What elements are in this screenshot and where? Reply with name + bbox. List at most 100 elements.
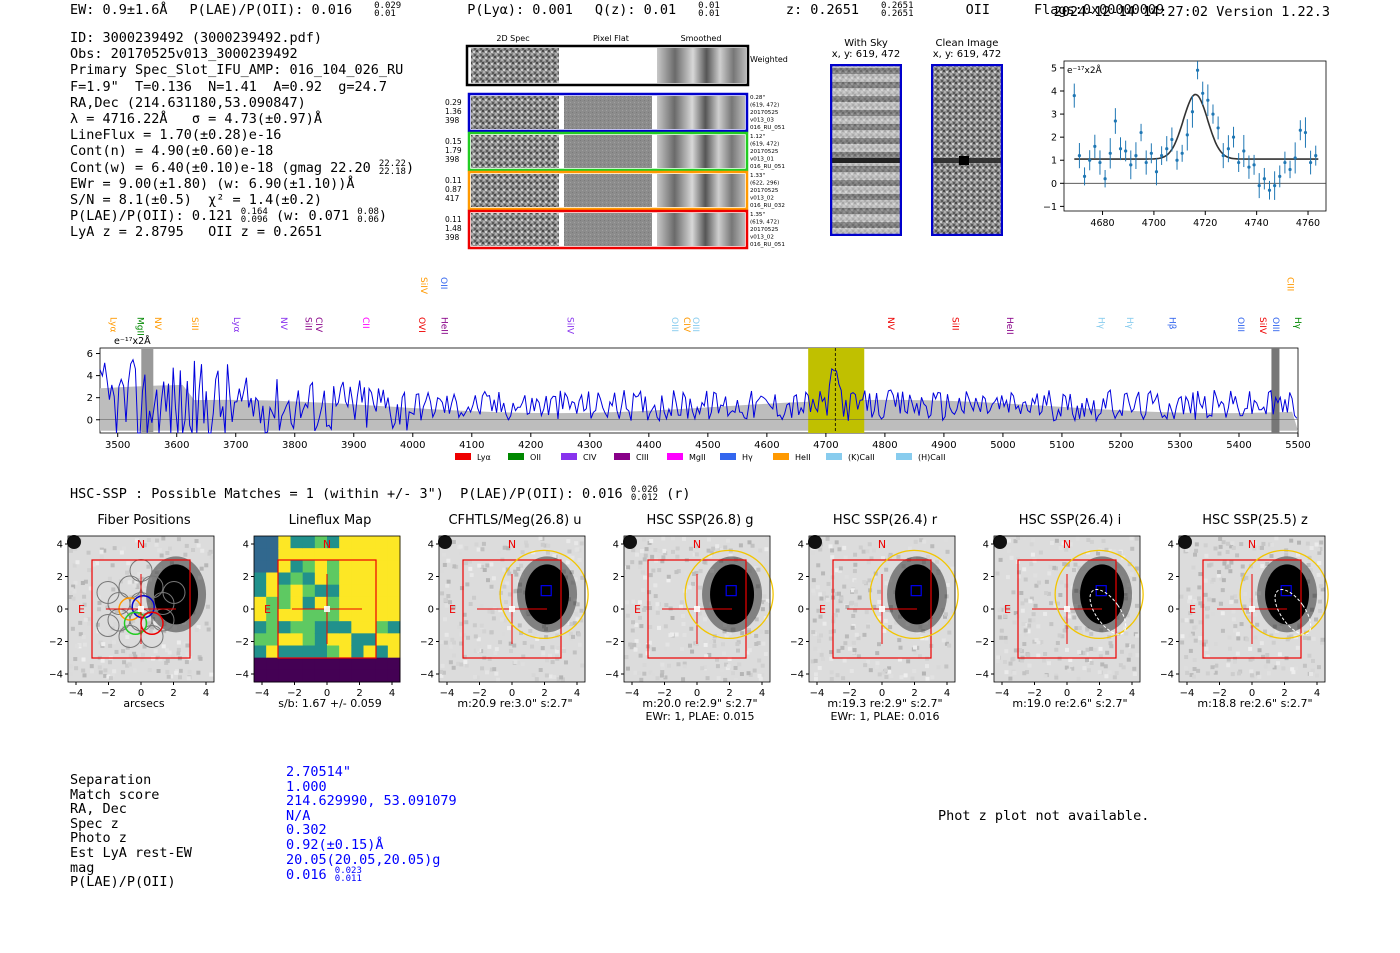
- noise-pixel: [637, 600, 642, 605]
- flux-pixel: [387, 621, 401, 634]
- east-label: E: [819, 603, 826, 616]
- noise-pixel: [816, 563, 821, 568]
- y-tick-label: −2: [606, 637, 619, 648]
- noise-pixel: [1073, 562, 1078, 567]
- noise-pixel: [492, 667, 497, 672]
- noise-pixel: [166, 674, 171, 679]
- flux-pixel: [363, 536, 377, 549]
- data-point: [1113, 119, 1117, 123]
- noise-pixel: [638, 560, 643, 565]
- noise-pixel: [1231, 609, 1236, 614]
- noise-pixel: [1089, 631, 1094, 636]
- noise-pixel: [451, 605, 456, 610]
- noise-pixel: [682, 633, 687, 638]
- galaxy-ellipse: [1089, 589, 1127, 635]
- data-point: [1195, 68, 1200, 72]
- noise-pixel: [1127, 625, 1132, 630]
- noise-pixel: [161, 536, 166, 541]
- x-tick-label: 2: [356, 688, 362, 699]
- y-tick-label: 0: [243, 605, 249, 616]
- noise-pixel: [910, 676, 915, 681]
- noise-pixel: [1115, 615, 1120, 620]
- x-tick-label: 0: [138, 688, 144, 699]
- noise-pixel: [752, 668, 757, 673]
- noise-pixel: [1263, 629, 1268, 634]
- col-smoothed: Smoothed: [681, 34, 722, 43]
- noise-pixel: [77, 642, 82, 647]
- noise-pixel: [472, 595, 477, 600]
- cutout-title: Fiber Positions: [97, 513, 191, 528]
- noise-pixel: [1076, 676, 1081, 681]
- x-tick-label: 4700: [1142, 218, 1166, 229]
- noise-pixel: [1004, 639, 1009, 644]
- noise-pixel: [1255, 591, 1260, 596]
- y-tick-label: 2: [1168, 572, 1174, 583]
- info-contn: Cont(n) = 4.90(±0.60)e-18: [70, 143, 274, 160]
- noise-pixel: [817, 639, 822, 644]
- noise-pixel: [98, 640, 103, 645]
- noise-pixel: [135, 602, 140, 607]
- noise-pixel: [158, 657, 163, 662]
- line-name: CIV: [681, 317, 691, 333]
- flux-pixel: [327, 536, 340, 549]
- flux-pixel: [363, 572, 377, 586]
- noise-pixel: [661, 536, 666, 541]
- y-tick-label: −4: [606, 670, 619, 681]
- noise-pixel: [1200, 603, 1205, 608]
- noise-pixel: [634, 639, 639, 644]
- noise-pixel: [1307, 653, 1312, 658]
- noise-pixel: [698, 569, 703, 574]
- legend-swatch: [773, 453, 789, 460]
- noise-pixel: [69, 672, 74, 677]
- noise-pixel: [740, 631, 745, 636]
- hsc-match-title: HSC-SSP : Possible Matches = 1 (within +…: [70, 485, 691, 503]
- noise-pixel: [1054, 647, 1059, 652]
- flux-pixel: [387, 645, 401, 659]
- noise-pixel: [135, 585, 140, 590]
- noise-pixel: [830, 548, 835, 553]
- noise-pixel: [643, 553, 648, 558]
- noise-pixel: [1119, 649, 1124, 654]
- noise-pixel: [915, 645, 920, 650]
- noise-pixel: [945, 583, 950, 588]
- noise-pixel: [1227, 564, 1232, 569]
- noise-pixel: [882, 628, 887, 633]
- noise-pixel: [837, 547, 842, 552]
- flux-pixel: [290, 645, 304, 659]
- with-sky-image: [830, 64, 902, 236]
- noise-pixel: [1123, 596, 1128, 601]
- noise-pixel: [1026, 629, 1031, 634]
- noise-pixel: [196, 578, 201, 583]
- noise-pixel: [639, 624, 644, 629]
- noise-pixel: [930, 675, 935, 680]
- noise-pixel: [877, 642, 882, 647]
- y-tick-label: 0: [1051, 179, 1057, 190]
- noise-pixel: [1038, 550, 1043, 555]
- flux-pixel: [339, 669, 352, 683]
- noise-pixel: [1255, 622, 1260, 627]
- noise-pixel: [1309, 672, 1314, 677]
- noise-pixel: [811, 630, 816, 635]
- noise-pixel: [1044, 591, 1049, 596]
- noise-pixel: [1068, 663, 1073, 668]
- noise-pixel: [674, 632, 679, 637]
- noise-pixel: [764, 601, 769, 606]
- x-tick-label: −2: [101, 688, 116, 699]
- noise-pixel: [96, 595, 101, 600]
- data-point: [1093, 144, 1097, 148]
- noise-pixel: [884, 567, 889, 572]
- noise-pixel: [489, 630, 494, 635]
- noise-pixel: [1020, 649, 1025, 654]
- galaxy-core: [895, 564, 940, 625]
- noise-pixel: [727, 656, 732, 661]
- clean-image: [931, 64, 1003, 236]
- line-name: OIII: [1235, 317, 1245, 332]
- north-label: N: [1063, 538, 1071, 551]
- y-tick-label: 2: [57, 572, 63, 583]
- noise-pixel: [1205, 654, 1210, 659]
- spec2d-cutout: [471, 135, 559, 168]
- crosshair-gap: [138, 606, 144, 612]
- flux-pixel: [339, 548, 352, 561]
- flux-pixel: [375, 645, 389, 659]
